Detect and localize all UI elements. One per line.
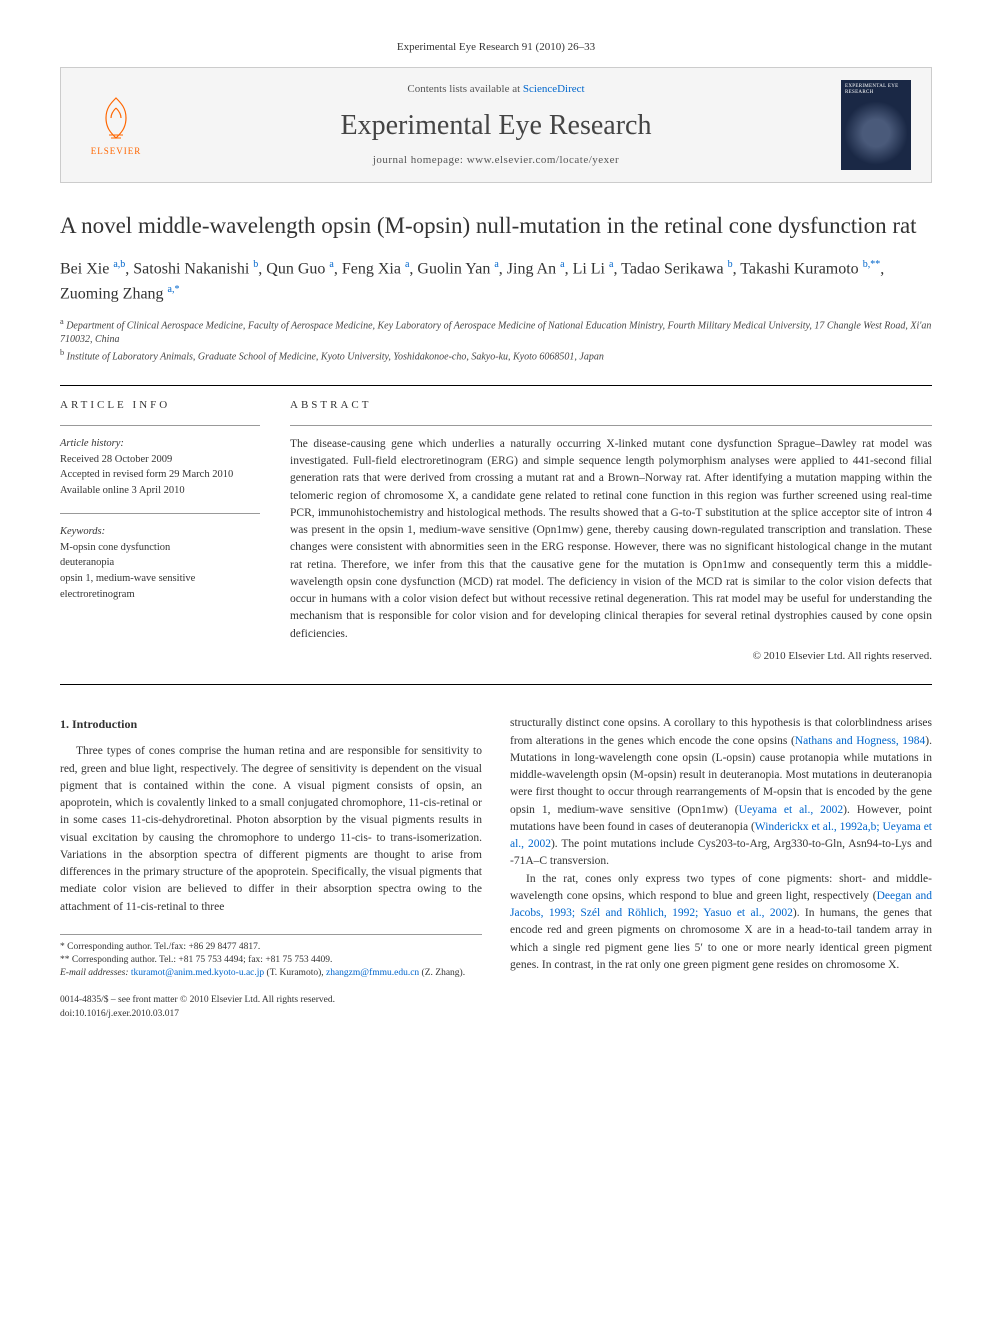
article-info-label: ARTICLE INFO [60,398,260,413]
history-online: Available online 3 April 2010 [60,483,260,499]
body-column-left: 1. Introduction Three types of cones com… [60,715,482,1021]
article-history: Article history: Received 28 October 200… [60,436,260,499]
email-label: E-mail addresses: [60,968,131,978]
intro-paragraph-2: structurally distinct cone opsins. A cor… [510,715,932,870]
affiliations: a Department of Clinical Aerospace Medic… [60,316,932,365]
keywords-label: Keywords: [60,524,260,540]
footnote-emails: E-mail addresses: tkuramot@anim.med.kyot… [60,967,482,980]
copyright-line: © 2010 Elsevier Ltd. All rights reserved… [290,649,932,664]
footnote-corresponding-2: ** Corresponding author. Tel.: +81 75 75… [60,954,482,967]
history-label: Article history: [60,436,260,452]
email-name-1: (T. Kuramoto), [264,968,326,978]
journal-header-box: ELSEVIER Contents lists available at Sci… [60,67,932,183]
email-name-2: (Z. Zhang). [419,968,465,978]
elsevier-tree-icon [91,93,141,143]
keywords-block: Keywords: M-opsin cone dysfunction deute… [60,524,260,603]
info-separator [60,425,260,426]
abstract-text: The disease-causing gene which underlies… [290,436,932,643]
keyword: deuteranopia [60,555,260,571]
journal-homepage: journal homepage: www.elsevier.com/locat… [151,153,841,168]
cover-title: EXPERIMENTAL EYE RESEARCH [845,84,907,96]
citation-link[interactable]: Ueyama et al., 2002 [739,804,844,816]
citation-link[interactable]: Nathans and Hogness, 1984 [795,735,925,747]
intro-paragraph-3: In the rat, cones only express two types… [510,871,932,975]
journal-cover-thumbnail[interactable]: EXPERIMENTAL EYE RESEARCH [841,80,911,170]
footnote-corresponding-1: * Corresponding author. Tel./fax: +86 29… [60,941,482,954]
footnotes: * Corresponding author. Tel./fax: +86 29… [60,934,482,981]
intro-paragraph: Three types of cones comprise the human … [60,743,482,916]
body-columns: 1. Introduction Three types of cones com… [60,715,932,1021]
contents-pre: Contents lists available at [407,83,522,95]
sciencedirect-link[interactable]: ScienceDirect [523,83,585,95]
cover-image [845,100,907,166]
affiliation-a: a Department of Clinical Aerospace Medic… [60,316,932,347]
intro-heading: 1. Introduction [60,715,482,733]
article-title: A novel middle-wavelength opsin (M-opsin… [60,211,932,241]
history-received: Received 28 October 2009 [60,452,260,468]
email-link-2[interactable]: zhangzm@fmmu.edu.cn [326,968,419,978]
keyword: M-opsin cone dysfunction [60,540,260,556]
publisher-name: ELSEVIER [91,145,142,158]
abstract-column: ABSTRACT The disease-causing gene which … [290,398,932,665]
doi-line: doi:10.1016/j.exer.2010.03.017 [60,1007,482,1021]
keyword: opsin 1, medium-wave sensitive [60,571,260,587]
publisher-logo[interactable]: ELSEVIER [81,85,151,165]
email-link-1[interactable]: tkuramot@anim.med.kyoto-u.ac.jp [131,968,264,978]
abstract-separator [290,425,932,426]
separator [60,385,932,386]
issn-line: 0014-4835/$ – see front matter © 2010 El… [60,993,482,1007]
contents-available-label: Contents lists available at ScienceDirec… [151,82,841,97]
affiliation-b: b Institute of Laboratory Animals, Gradu… [60,347,932,364]
abstract-label: ABSTRACT [290,398,932,413]
text-span: In the rat, cones only express two types… [510,873,932,902]
keyword: electroretinogram [60,587,260,603]
text-span: ). The point mutations include Cys203-to… [510,838,932,867]
info-separator [60,513,260,514]
separator [60,684,932,685]
citation-header: Experimental Eye Research 91 (2010) 26–3… [60,40,932,55]
journal-title: Experimental Eye Research [151,106,841,145]
authors-list: Bei Xie a,b, Satoshi Nakanishi b, Qun Gu… [60,257,932,306]
body-column-right: structurally distinct cone opsins. A cor… [510,715,932,1021]
history-accepted: Accepted in revised form 29 March 2010 [60,467,260,483]
footer-meta: 0014-4835/$ – see front matter © 2010 El… [60,993,482,1022]
article-info-column: ARTICLE INFO Article history: Received 2… [60,398,260,665]
